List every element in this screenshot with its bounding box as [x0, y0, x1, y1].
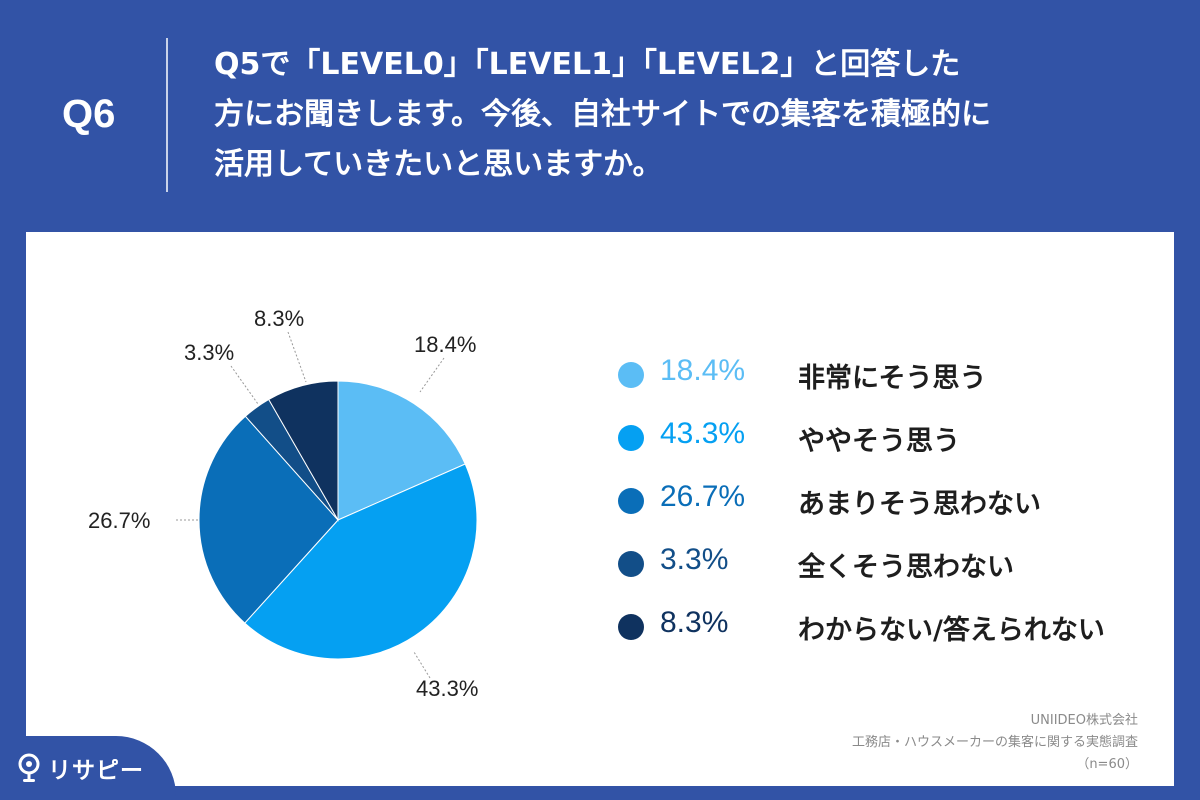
pie-data-label: 18.4% [414, 332, 477, 357]
legend-swatch [618, 488, 644, 514]
legend-item: 18.4% 非常にそう思う [618, 352, 1158, 415]
legend-swatch [618, 551, 644, 577]
pie-slice [337, 380, 466, 521]
pie-chart [176, 331, 478, 679]
legend: 18.4% 非常にそう思う 43.3% ややそう思う 26.7% あまりそう思わない 3.3… [618, 352, 1158, 667]
pie-slice [244, 463, 478, 660]
pie-leader-line [230, 365, 259, 405]
legend-label: わからない/答えられない [798, 615, 1105, 646]
legend-item: 3.3% 全くそう思わない [618, 541, 1158, 604]
legend-label: 非常にそう思う [798, 363, 987, 394]
legend-item: 26.7% あまりそう思わない [618, 478, 1158, 541]
location-pin-icon [18, 753, 40, 782]
pie-leader-line [413, 651, 431, 679]
legend-percent: 43.3% [660, 417, 746, 450]
legend-percent: 26.7% [660, 480, 746, 513]
legend-percent: 3.3% [660, 543, 729, 576]
legend-swatch [618, 614, 644, 640]
source-company: UNIIDEO株式会社 [1030, 713, 1138, 728]
legend-label: 全くそう思わない [798, 552, 1014, 583]
header-divider [166, 38, 168, 192]
question-text: Q5で「LEVEL0」「LEVEL1」「LEVEL2」と回答した 方にお聞きしま… [214, 40, 1174, 190]
legend-item: 43.3% ややそう思う [618, 415, 1158, 478]
pie-slice [268, 380, 339, 522]
pie-data-label: 3.3% [184, 340, 235, 365]
pie-leader-line [419, 357, 445, 393]
question-line-3: 活用していきたいと思いますか。 [214, 147, 663, 182]
source-note: UNIIDEO株式会社 工務店・ハウスメーカーの集客に関する実態調査 （n=60… [852, 710, 1138, 776]
logo: リサピー [16, 752, 144, 784]
legend-percent: 18.4% [660, 354, 746, 387]
question-label: Q6 [62, 92, 116, 136]
source-survey: 工務店・ハウスメーカーの集客に関する実態調査 [851, 735, 1138, 750]
pie-data-label: 8.3% [254, 306, 305, 331]
question-line-1: Q5で「LEVEL0」「LEVEL1」「LEVEL2」と回答した [214, 47, 961, 82]
pie-data-label: 43.3% [416, 676, 479, 701]
logo-text: リサピー [48, 758, 144, 784]
legend-label: ややそう思う [798, 426, 960, 457]
header: Q6 Q5で「LEVEL0」「LEVEL1」「LEVEL2」と回答した 方にお聞… [0, 0, 1200, 232]
legend-swatch [618, 362, 644, 388]
legend-swatch [618, 425, 644, 451]
legend-item: 8.3% わからない/答えられない [618, 604, 1158, 667]
pie-slice [198, 415, 339, 624]
pie-data-label: 26.7% [88, 508, 151, 533]
source-sample: （n=60） [1076, 757, 1138, 772]
pie-leader-line [287, 331, 307, 383]
legend-percent: 8.3% [660, 606, 729, 639]
chart-panel: 18.4% 43.3% 26.7% 3.3% 8.3% 18.4% 非常にそう思う 43.3… [26, 232, 1174, 786]
legend-label: あまりそう思わない [798, 489, 1041, 520]
question-line-2: 方にお聞きします。今後、自社サイトでの集客を積極的に [214, 97, 991, 132]
logo-tab [0, 736, 176, 800]
